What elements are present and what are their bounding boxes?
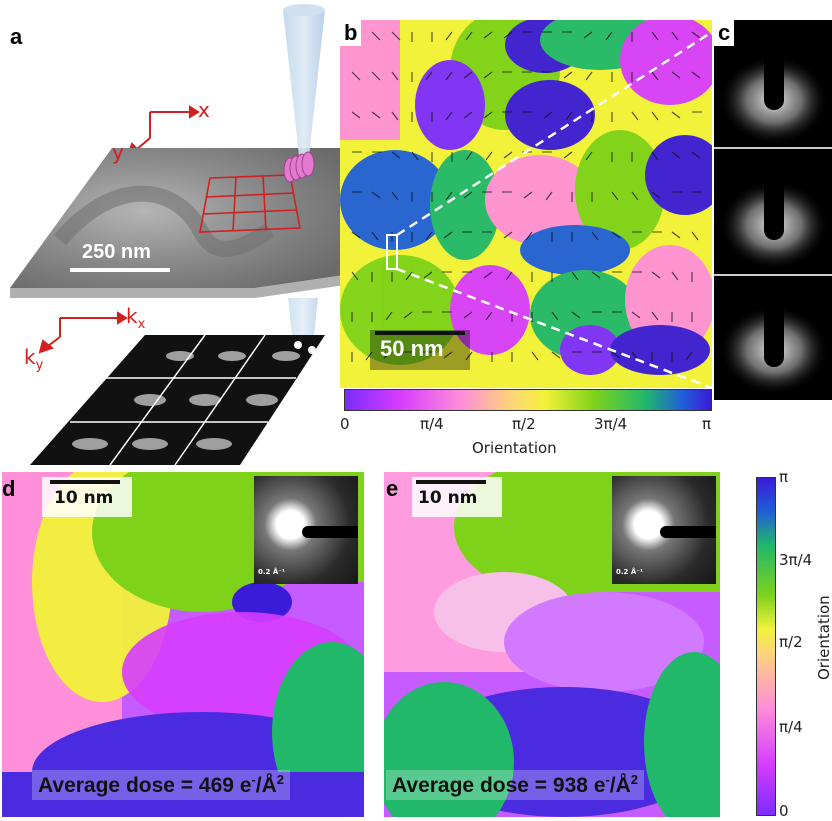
- cbh-title: Orientation: [472, 439, 557, 457]
- panel-c: c: [714, 20, 832, 400]
- k-axis-y-sub: y: [35, 358, 44, 373]
- cbv-tick-3pi4: 3π/4: [779, 551, 813, 569]
- cbv-title: Orientation: [815, 595, 832, 680]
- orientation-map-b: [340, 20, 712, 388]
- beam-stop-e: [660, 526, 716, 538]
- panel-a-label: a: [10, 24, 23, 49]
- cbh-tick-4: π: [702, 415, 712, 433]
- cbh-tick-2: π/2: [512, 415, 536, 433]
- cbv-tick-pi2: π/2: [779, 633, 803, 651]
- dose-d-sup2: 2: [276, 772, 285, 787]
- scan-grid: [199, 174, 301, 233]
- scale-bar-10nm-d: 10 nm: [54, 488, 114, 508]
- panel-c-label: c: [714, 20, 735, 46]
- panel-d: d 10 nm 0.2 Å⁻¹ Average dose = 469 e-/Å2: [2, 472, 364, 817]
- colorbar-vertical: [756, 477, 776, 816]
- dose-d-mid: /Å: [255, 774, 277, 797]
- k-axes: [38, 311, 128, 354]
- k-axis-y-label: ky: [24, 345, 43, 373]
- k-axis-x-sub: x: [137, 317, 146, 332]
- inset-diffraction-e: 0.2 Å⁻¹: [612, 476, 716, 584]
- panel-d-label: d: [2, 476, 16, 501]
- cbh-tick-0: 0: [340, 415, 350, 433]
- k-axis-y-letter: k: [24, 345, 36, 369]
- scale-bar-10nm-e: 10 nm: [418, 488, 478, 508]
- cbh-tick-3: 3π/4: [594, 415, 628, 433]
- orientation-map-e: [384, 472, 720, 817]
- probe-beam: [283, 10, 325, 165]
- cbv-tick-pi: π: [779, 468, 789, 486]
- cbh-tick-1: π/4: [420, 415, 444, 433]
- dose-label-e: Average dose = 938 e-/Å2: [386, 770, 645, 800]
- axis-x-label: x: [198, 98, 210, 122]
- sem-slab: [10, 148, 340, 298]
- scale-bar-250nm: 250 nm: [82, 241, 151, 263]
- dose-e-mid: /Å: [609, 774, 631, 797]
- axis-y-label: y: [112, 140, 124, 164]
- cbv-tick-pi4: π/4: [779, 718, 803, 736]
- colorbar-horizontal: [344, 389, 712, 411]
- k-axis-x-label: kx: [126, 304, 145, 332]
- beam-stop-d: [302, 526, 358, 538]
- panel-a: a: [0, 0, 340, 470]
- panel-b-label: b: [340, 20, 362, 46]
- dose-d-prefix: Average dose = 469 e: [38, 774, 252, 797]
- inset-scale-e: 0.2 Å⁻¹: [616, 568, 644, 576]
- dose-e-sup1: -: [605, 772, 610, 787]
- panel-e-label: e: [386, 476, 399, 501]
- scale-bar-50nm: 50 nm: [380, 336, 444, 361]
- probe-spot: [283, 151, 315, 183]
- dose-label-d: Average dose = 469 e-/Å2: [32, 770, 291, 800]
- diffraction-grid: [30, 334, 325, 466]
- inset-diffraction-d: 0.2 Å⁻¹: [254, 476, 358, 584]
- cbv-tick-0: 0: [779, 802, 789, 820]
- diffraction-stack: [714, 20, 832, 395]
- inset-scale-d: 0.2 Å⁻¹: [258, 568, 286, 576]
- panel-e: e 10 nm 0.2 Å⁻¹ Average dose = 938 e-/Å2: [384, 472, 720, 817]
- dose-d-sup1: -: [251, 772, 256, 787]
- dose-e-prefix: Average dose = 938 e: [392, 774, 606, 797]
- dose-e-sup2: 2: [630, 772, 639, 787]
- panel-b: b 50 nm 0 π/4 π/2 3π/4 π Orientation: [340, 20, 715, 460]
- panel-a-schematic: [10, 4, 340, 466]
- k-axis-x-letter: k: [126, 304, 138, 328]
